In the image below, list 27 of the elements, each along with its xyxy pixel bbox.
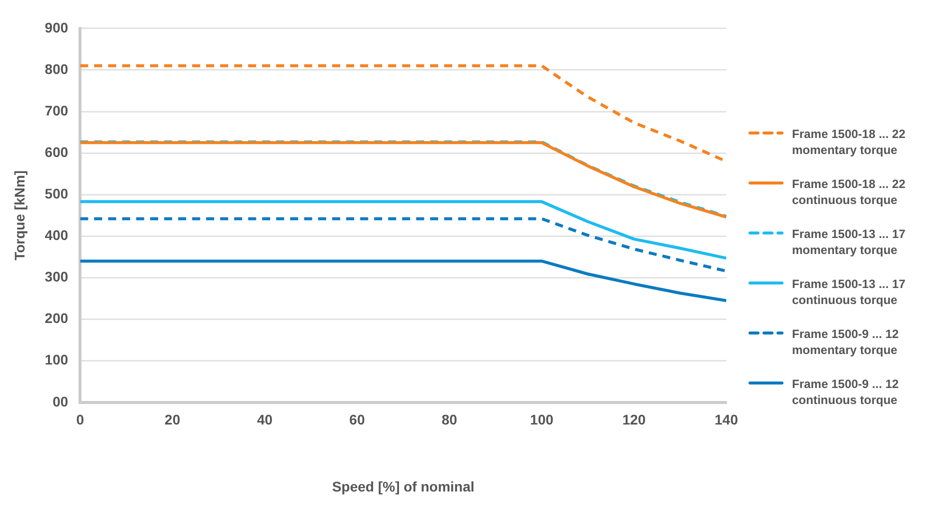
x-tick-label: 100 bbox=[530, 412, 554, 428]
x-tick-label: 80 bbox=[442, 412, 458, 428]
y-tick-label: 500 bbox=[44, 185, 68, 202]
y-tick-label: 800 bbox=[44, 60, 68, 77]
legend-label: Frame 1500-13 ... 17 momentary torque bbox=[792, 226, 906, 258]
y-tick-label: 100 bbox=[44, 352, 68, 368]
x-tick-label: 20 bbox=[164, 412, 180, 428]
legend-label: Frame 1500-18 ... 22 momentary torque bbox=[792, 126, 906, 158]
legend-label: Frame 1500-13 ... 17 continuous torque bbox=[792, 276, 906, 308]
x-tick-label: 120 bbox=[622, 412, 646, 428]
x-tick-label: 0 bbox=[76, 412, 84, 428]
y-tick-label: 200 bbox=[44, 310, 68, 326]
y-tick-label: 400 bbox=[44, 227, 68, 244]
y-tick-label: 300 bbox=[44, 268, 68, 285]
y-tick-label: 700 bbox=[44, 102, 68, 118]
x-tick-label: 140 bbox=[714, 412, 738, 428]
y-axis-title: Torque [kNm] bbox=[11, 170, 28, 260]
y-tick-label: 900 bbox=[44, 19, 68, 36]
y-tick-label: 00 bbox=[52, 393, 68, 410]
legend-label: Frame 1500-18 ... 22 continuous torque bbox=[792, 176, 906, 208]
y-tick-label: 600 bbox=[44, 144, 68, 160]
x-tick-label: 40 bbox=[256, 412, 273, 428]
line-series bbox=[80, 217, 726, 273]
x-axis-title: Speed [%] of nominal bbox=[332, 478, 474, 494]
legend-label: Frame 1500-9 ... 12 momentary torque bbox=[792, 326, 900, 358]
x-tick-label: 60 bbox=[349, 412, 366, 428]
legend-label: Frame 1500-9 ... 12 continuous torque bbox=[792, 376, 900, 408]
